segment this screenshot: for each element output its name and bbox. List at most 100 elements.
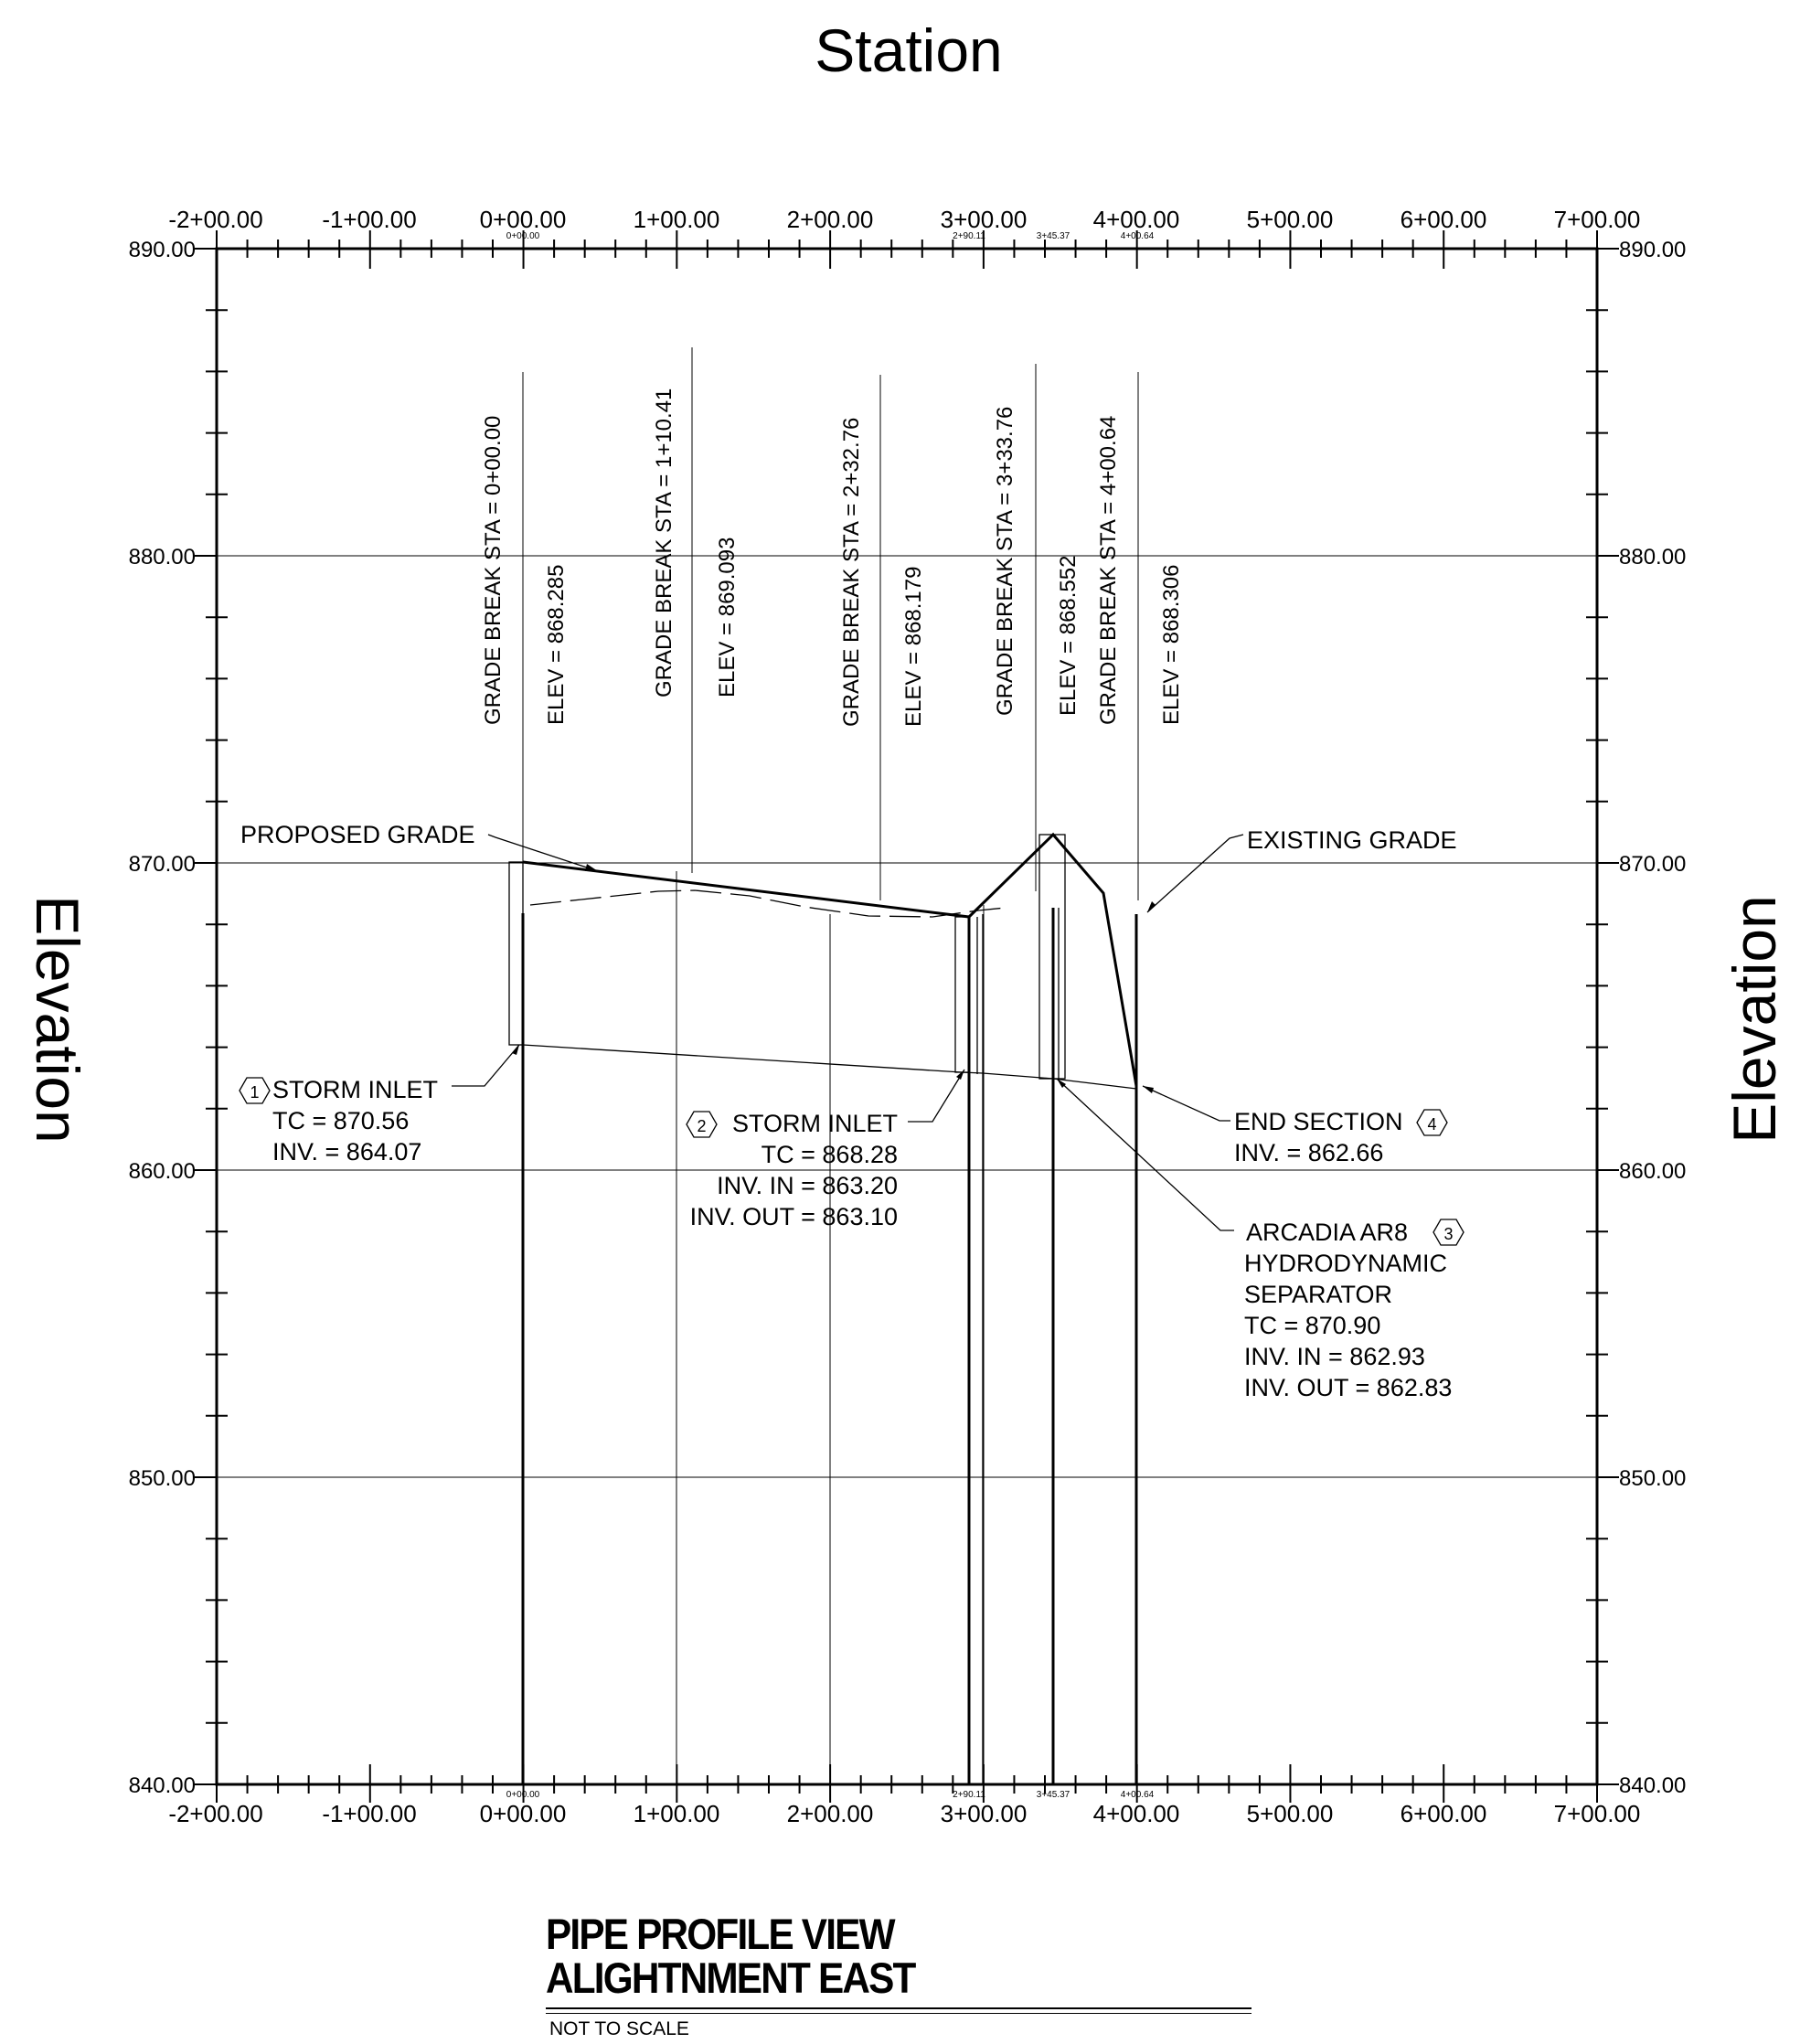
structure-4-inv: INV. = 862.66	[1234, 1139, 1383, 1166]
struct-tag-bot-3: 3+45.37	[1037, 1790, 1070, 1800]
struct-tag-bot-2: 2+90.11	[953, 1790, 985, 1800]
elev-label-840-right: 840.00	[1619, 1773, 1686, 1798]
structure-1-tc: TC = 870.56	[272, 1107, 409, 1134]
elev-label-880-left: 880.00	[129, 545, 196, 570]
callout-leaders	[452, 834, 1244, 1231]
grade-break-label-3: GRADE BREAK STA = 2+32.76	[839, 418, 864, 727]
existing-grade-label: EXISTING GRADE	[1247, 826, 1457, 854]
elevation-axis-title-right: Elevation	[1720, 895, 1788, 1144]
sta-label-top-600: 6+00.00	[1401, 206, 1487, 233]
sta-label-top-700: 7+00.00	[1554, 206, 1641, 233]
structure-2-tag: 2	[686, 1111, 718, 1138]
elev-label-860-right: 860.00	[1619, 1159, 1686, 1184]
grade-break-elev-2: ELEV = 869.093	[715, 538, 740, 697]
title-underline	[546, 2007, 1251, 2009]
structure-1-inv: INV. = 864.07	[272, 1138, 421, 1166]
structure-3-hydrodynamic-separator	[1038, 834, 1066, 1784]
scale-note: NOT TO SCALE	[549, 2018, 689, 2039]
struct-tag-top-4: 4+00.64	[1121, 231, 1155, 241]
structure-1-name: STORM INLET	[272, 1076, 438, 1103]
elev-label-870-left: 870.00	[129, 852, 196, 877]
sta-label-bot-m100: -1+00.00	[322, 1800, 416, 1827]
struct-tag-bot-4: 4+00.64	[1121, 1790, 1155, 1800]
station-reference-lines	[676, 871, 985, 1784]
title-underline-thin	[546, 2013, 1251, 2014]
elev-label-840-left: 840.00	[129, 1773, 196, 1798]
struct-tag-top-2: 2+90.11	[953, 231, 985, 241]
elevation-labels-right: 890.00 880.00 870.00 860.00 850.00 840.0…	[1619, 238, 1686, 1798]
elevation-labels-left: 890.00 880.00 870.00 860.00 850.00 840.0…	[129, 238, 196, 1798]
grade-break-label-1: GRADE BREAK STA = 0+00.00	[481, 416, 506, 725]
callout-texts: PROPOSED GRADE EXISTING GRADE 1 STORM IN…	[239, 821, 1464, 1401]
sta-label-top-m200: -2+00.00	[168, 206, 262, 233]
svg-text:3: 3	[1443, 1225, 1453, 1243]
station-axis-title: Station	[815, 16, 1002, 84]
structure-3-inv-in: INV. IN = 862.93	[1244, 1343, 1425, 1370]
svg-text:4: 4	[1427, 1115, 1436, 1134]
structure-2-storm-inlet	[954, 914, 984, 1784]
elevation-gridlines	[217, 555, 1597, 1478]
elevation-axis-title-left: Elevation	[24, 895, 91, 1144]
structure-station-tags: 0+00.00 2+90.11 3+45.37 4+00.64 0+00.00 …	[506, 231, 1155, 1800]
profile-frame	[215, 247, 1599, 1786]
structure-3-type: HYDRODYNAMIC	[1244, 1250, 1447, 1277]
elev-label-890-right: 890.00	[1619, 238, 1686, 262]
structure-4-name: END SECTION	[1234, 1108, 1403, 1135]
proposed-grade-label: PROPOSED GRADE	[240, 821, 475, 848]
grade-break-leaders	[522, 347, 1139, 900]
elev-label-850-left: 850.00	[129, 1466, 196, 1491]
sta-label-top-m100: -1+00.00	[322, 206, 416, 233]
structure-1-tag: 1	[239, 1077, 271, 1104]
structure-2-name: STORM INLET	[732, 1110, 898, 1137]
structure-1-storm-inlet	[508, 861, 525, 1784]
sta-label-top-500: 5+00.00	[1247, 206, 1334, 233]
structure-3-tc: TC = 870.90	[1244, 1312, 1380, 1339]
grade-break-label-4: GRADE BREAK STA = 3+33.76	[993, 407, 1017, 716]
grade-break-labels: GRADE BREAK STA = 0+00.00 ELEV = 868.285…	[481, 389, 1184, 727]
sta-label-bot-400: 4+00.00	[1093, 1800, 1180, 1827]
elev-label-850-right: 850.00	[1619, 1466, 1686, 1491]
structure-4-tag: 4	[1416, 1109, 1448, 1136]
structure-2-inv-in: INV. IN = 863.20	[717, 1172, 898, 1199]
svg-text:1: 1	[250, 1083, 259, 1102]
structure-3-name: ARCADIA AR8	[1246, 1219, 1408, 1246]
sta-label-top-400: 4+00.00	[1093, 206, 1180, 233]
elev-label-880-right: 880.00	[1619, 545, 1686, 570]
structure-3-type-2: SEPARATOR	[1244, 1281, 1392, 1308]
drawing-title: PIPE PROFILE VIEW	[546, 1910, 896, 1958]
sta-label-top-200: 2+00.00	[787, 206, 874, 233]
struct-tag-top-3: 3+45.37	[1037, 231, 1070, 241]
grade-break-elev-4: ELEV = 868.552	[1056, 556, 1081, 716]
sta-label-bot-m200: -2+00.00	[168, 1800, 262, 1827]
drawing-subtitle: ALIGHTNMENT EAST	[546, 1954, 916, 2002]
axis-ticks	[195, 230, 1619, 1803]
sta-label-bot-600: 6+00.00	[1401, 1800, 1487, 1827]
struct-tag-top-1: 0+00.00	[506, 231, 540, 241]
struct-tag-bot-1: 0+00.00	[506, 1790, 540, 1800]
grade-break-label-2: GRADE BREAK STA = 1+10.41	[652, 389, 676, 697]
sta-label-bot-300: 3+00.00	[941, 1800, 1028, 1827]
grade-break-label-5: GRADE BREAK STA = 4+00.64	[1096, 416, 1121, 725]
sta-label-bot-500: 5+00.00	[1247, 1800, 1334, 1827]
elev-label-870-right: 870.00	[1619, 852, 1686, 877]
sta-label-top-300: 3+00.00	[941, 206, 1028, 233]
station-labels-top: -2+00.00 -1+00.00 0+00.00 1+00.00 2+00.0…	[168, 206, 1640, 233]
callout-arrowheads	[512, 864, 1156, 1093]
sta-label-top-000: 0+00.00	[480, 206, 567, 233]
grade-break-elev-1: ELEV = 868.285	[544, 565, 569, 725]
sta-label-bot-100: 1+00.00	[634, 1800, 720, 1827]
structure-2-tc: TC = 868.28	[762, 1141, 898, 1168]
structure-3-tag: 3	[1433, 1219, 1464, 1246]
sta-label-bot-000: 0+00.00	[480, 1800, 567, 1827]
grade-break-elev-5: ELEV = 868.306	[1159, 565, 1184, 725]
structure-3-inv-out: INV. OUT = 862.83	[1244, 1374, 1452, 1401]
sta-label-top-100: 1+00.00	[634, 206, 720, 233]
station-labels-bottom: -2+00.00 -1+00.00 0+00.00 1+00.00 2+00.0…	[168, 1800, 1640, 1827]
svg-text:2: 2	[697, 1117, 706, 1135]
elev-label-890-left: 890.00	[129, 238, 196, 262]
grade-break-elev-3: ELEV = 868.179	[901, 567, 926, 727]
sta-label-bot-700: 7+00.00	[1554, 1800, 1641, 1827]
structure-2-inv-out: INV. OUT = 863.10	[690, 1203, 898, 1230]
existing-grade-line	[529, 889, 1007, 918]
